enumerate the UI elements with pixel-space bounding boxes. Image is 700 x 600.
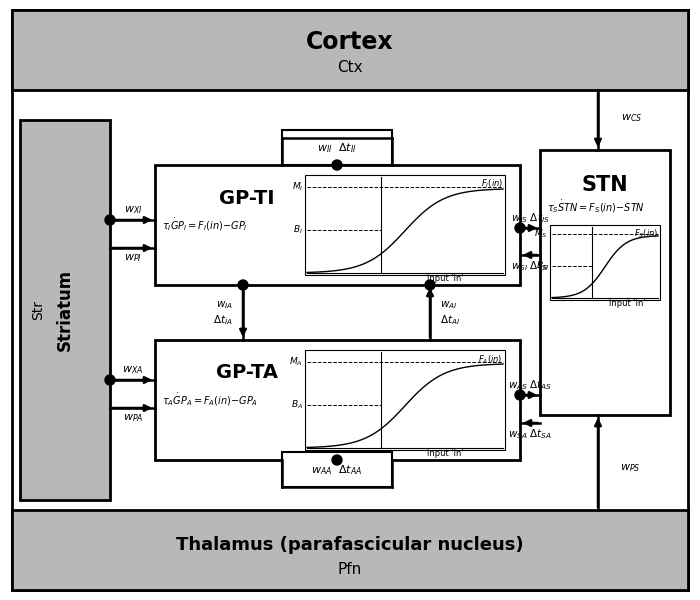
Text: input 'in': input 'in' — [427, 449, 463, 458]
Bar — [155, 340, 520, 460]
Text: Ctx: Ctx — [337, 61, 363, 76]
Bar — [155, 165, 520, 285]
Text: $w_{PS}$: $w_{PS}$ — [620, 462, 641, 474]
Text: $w_{IA}$: $w_{IA}$ — [216, 299, 233, 311]
Text: STN: STN — [582, 175, 629, 195]
Text: $B_A$: $B_A$ — [291, 399, 303, 411]
Circle shape — [105, 215, 115, 225]
Bar — [305, 175, 505, 275]
Circle shape — [425, 280, 435, 290]
Circle shape — [332, 160, 342, 170]
Text: $w_{SI}\ \Delta t_{SI}$: $w_{SI}\ \Delta t_{SI}$ — [511, 259, 550, 273]
Circle shape — [515, 223, 525, 233]
Text: $B_I$: $B_I$ — [293, 224, 303, 236]
Text: $M_I$: $M_I$ — [291, 181, 303, 193]
Circle shape — [332, 455, 342, 465]
Text: $w_{IS}\ \Delta t_{IS}$: $w_{IS}\ \Delta t_{IS}$ — [511, 211, 550, 225]
Text: $w_{AI}$: $w_{AI}$ — [440, 299, 457, 311]
Text: $w_{AA}\ \ \Delta t_{AA}$: $w_{AA}\ \ \Delta t_{AA}$ — [312, 463, 363, 477]
Bar — [550, 225, 660, 300]
Text: $w_{II}\ \ \Delta t_{II}$: $w_{II}\ \ \Delta t_{II}$ — [317, 141, 357, 155]
Text: $F_I(in)$: $F_I(in)$ — [481, 178, 503, 191]
Bar — [305, 350, 505, 450]
Text: Cortex: Cortex — [306, 30, 394, 54]
Circle shape — [515, 390, 525, 400]
Text: $\Delta t_{IA}$: $\Delta t_{IA}$ — [214, 313, 233, 327]
Text: input 'in': input 'in' — [427, 274, 463, 283]
Bar — [540, 150, 670, 415]
Circle shape — [238, 280, 248, 290]
Text: $F_S(in)$: $F_S(in)$ — [634, 228, 658, 241]
Text: Str: Str — [31, 300, 45, 320]
Text: $w_{PI}$: $w_{PI}$ — [124, 252, 142, 264]
Text: GP-TA: GP-TA — [216, 364, 278, 383]
Text: $w_{PA}$: $w_{PA}$ — [122, 412, 144, 424]
Text: Thalamus (parafascicular nucleus): Thalamus (parafascicular nucleus) — [176, 536, 524, 554]
Text: $B_S$: $B_S$ — [536, 260, 548, 272]
Text: $\tau_I \dot{G}P_I = F_I(in){-}GP_I$: $\tau_I \dot{G}P_I = F_I(in){-}GP_I$ — [162, 217, 248, 233]
Text: $w_{SA}\ \Delta t_{SA}$: $w_{SA}\ \Delta t_{SA}$ — [508, 427, 552, 441]
Text: $w_{CS}$: $w_{CS}$ — [621, 112, 642, 124]
Bar — [12, 510, 688, 590]
Text: $F_A(in)$: $F_A(in)$ — [479, 353, 503, 365]
Text: $M_A$: $M_A$ — [289, 356, 303, 368]
Bar — [12, 10, 688, 90]
Text: $\tau_S \dot{S}TN = F_S(in){-}STN$: $\tau_S \dot{S}TN = F_S(in){-}STN$ — [547, 199, 645, 215]
Text: input 'in': input 'in' — [609, 299, 645, 308]
Circle shape — [105, 375, 115, 385]
Bar — [282, 452, 392, 487]
Bar — [20, 120, 110, 500]
Text: GP-TI: GP-TI — [219, 188, 274, 208]
Bar — [282, 130, 392, 165]
Text: $\tau_A \dot{G}P_A = F_A(in){-}GP_A$: $\tau_A \dot{G}P_A = F_A(in){-}GP_A$ — [162, 392, 258, 409]
Text: $M_S$: $M_S$ — [534, 228, 548, 240]
Text: $w_{AS}\ \Delta t_{AS}$: $w_{AS}\ \Delta t_{AS}$ — [508, 378, 552, 392]
Text: $w_{XI}$: $w_{XI}$ — [124, 204, 142, 216]
Text: $w_{XA}$: $w_{XA}$ — [122, 364, 144, 376]
Text: Striatum: Striatum — [56, 269, 74, 351]
Text: Pfn: Pfn — [338, 563, 362, 577]
Text: $\Delta t_{AI}$: $\Delta t_{AI}$ — [440, 313, 460, 327]
